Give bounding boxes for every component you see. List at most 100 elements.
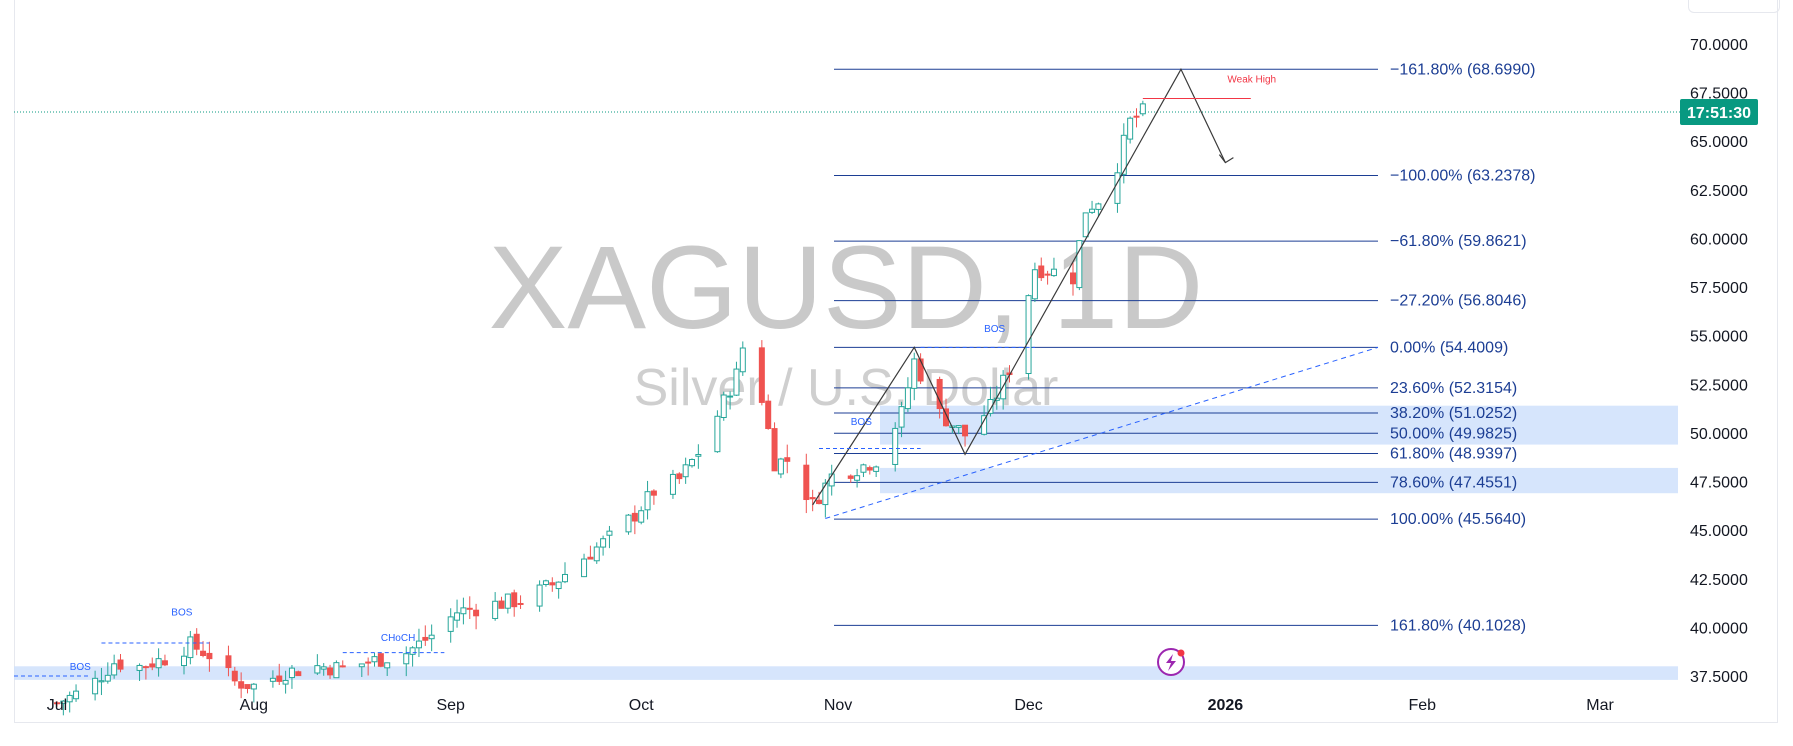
candle-body: [142, 666, 149, 669]
drawings: Weak High BOS BOS BOS BOS CHoCH: [14, 67, 1379, 677]
candle-body: [314, 665, 321, 674]
candle-body: [73, 690, 80, 700]
candle-body: [562, 573, 568, 583]
candle-body: [250, 683, 257, 690]
candle-body: [1076, 240, 1083, 289]
x-tick-label: 2026: [1208, 697, 1244, 714]
x-tick-label: Oct: [629, 697, 654, 714]
y-tick-label: 52.5000: [1690, 377, 1748, 394]
arrow-head: [1218, 154, 1234, 164]
candle-body: [238, 681, 245, 689]
candle-body: [955, 425, 962, 428]
candle-body: [231, 670, 238, 682]
candle-body: [1114, 172, 1121, 204]
lightning-icon-bolt: [1166, 654, 1176, 671]
fib-level-label: 78.60% (47.4551): [1390, 474, 1517, 491]
choch-label: CHoCH: [381, 633, 415, 644]
lightning-icon[interactable]: [1157, 648, 1185, 676]
candle-body: [371, 656, 378, 663]
fib-level-label: 50.00% (49.9825): [1390, 425, 1517, 442]
candle-body: [377, 653, 384, 667]
candle-body: [92, 677, 99, 695]
candle-body: [765, 400, 772, 429]
candle-body: [555, 581, 562, 590]
y-tick-label: 47.5000: [1690, 475, 1748, 492]
candle-body: [549, 582, 556, 586]
bos-label: BOS: [171, 608, 192, 619]
x-tick-label: Nov: [824, 697, 852, 714]
candle-body: [809, 497, 816, 500]
candle-body: [473, 609, 480, 617]
candle-body: [428, 634, 435, 640]
candle-body: [720, 394, 727, 419]
candle-body: [987, 398, 994, 414]
candle-body: [269, 677, 276, 682]
y-tick-label: 65.0000: [1690, 134, 1748, 151]
candle-body: [866, 467, 873, 471]
candle-body: [282, 679, 289, 685]
candle-body: [739, 347, 746, 373]
bos-label: BOS: [984, 324, 1005, 335]
bos-label: BOS: [70, 662, 91, 673]
candle-body: [155, 658, 162, 669]
candle-body: [803, 464, 810, 501]
candle-body: [873, 466, 880, 472]
candle-body: [644, 491, 651, 511]
candle-body: [193, 633, 200, 650]
y-tick-label: 40.0000: [1690, 620, 1748, 637]
chart-frame: [14, 0, 1778, 723]
candle-body: [1082, 212, 1089, 238]
fib-level-label: 23.60% (52.3154): [1390, 380, 1517, 397]
dashed-trendline: [825, 346, 1379, 519]
candle-body: [676, 473, 683, 480]
fib-level-label: 61.80% (48.9397): [1390, 446, 1517, 463]
fib-level-label: −100.00% (63.2378): [1390, 167, 1535, 184]
candle-body: [1127, 117, 1134, 140]
fib-level-label: −161.80% (68.6990): [1390, 61, 1535, 78]
candle-body: [1025, 295, 1032, 375]
x-tick-label: Mar: [1586, 697, 1614, 714]
fib-level-label: −61.80% (59.8621): [1390, 233, 1527, 250]
candle-body: [625, 514, 632, 533]
demand-zone: [880, 405, 1678, 445]
candle-body: [511, 592, 518, 608]
candle-body: [409, 647, 416, 655]
watermark-symbol: XAGUSD, 1D: [489, 222, 1204, 354]
candle-body: [892, 427, 899, 465]
candle-body: [898, 406, 905, 428]
candle-body: [695, 454, 702, 457]
x-tick-label: Jul: [47, 697, 67, 714]
y-tick-label: 45.0000: [1690, 523, 1748, 540]
candle-body: [606, 530, 613, 536]
y-tick-label: 50.0000: [1690, 426, 1748, 443]
notification-dot: [1177, 649, 1185, 657]
candles: [54, 100, 1146, 716]
candle-body: [98, 680, 105, 683]
candle-body: [339, 665, 346, 668]
candle-body: [498, 600, 505, 609]
candle-body: [111, 663, 118, 676]
fib-level-label: 38.20% (51.0252): [1390, 405, 1517, 422]
candle-body: [536, 584, 543, 607]
y-tick-label: 42.5000: [1690, 572, 1748, 589]
fib-level-label: −27.20% (56.8046): [1390, 293, 1527, 310]
candle-body: [492, 600, 499, 619]
candle-body: [365, 661, 372, 664]
candle-body: [517, 602, 524, 605]
zones-layer: [14, 405, 1678, 680]
candle-body: [689, 459, 695, 467]
fib-level-label: 0.00% (54.4009): [1390, 339, 1508, 356]
demand-zone: [14, 666, 1678, 680]
bos-label: BOS: [851, 417, 872, 428]
candle-body: [943, 408, 949, 427]
candle-body: [733, 368, 740, 396]
fib-level-label: 100.00% (45.5640): [1390, 511, 1526, 528]
candle-body: [295, 671, 302, 677]
candle-body: [822, 482, 829, 506]
candle-body: [327, 667, 334, 676]
candle-body: [669, 473, 676, 495]
candle-body: [847, 475, 854, 479]
x-tick-label: Feb: [1408, 697, 1436, 714]
candle-body: [542, 580, 549, 586]
